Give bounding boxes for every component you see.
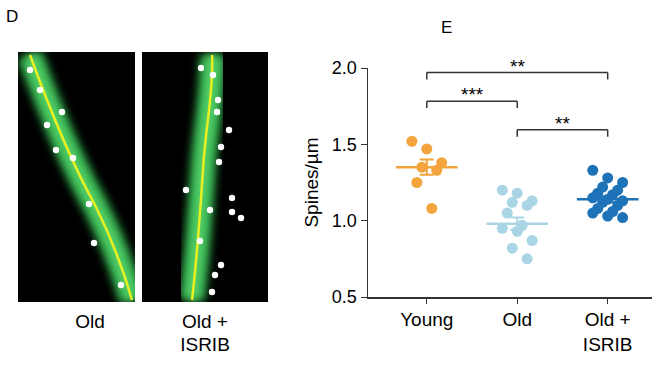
svg-text:**: ** [555,113,570,134]
svg-text:D: D [6,7,18,26]
svg-text:Old +ISRIB: Old +ISRIB [180,311,230,355]
svg-text:0.5: 0.5 [332,287,357,307]
svg-text:**: ** [510,56,525,77]
svg-text:***: *** [461,84,484,105]
svg-text:Old: Old [75,311,105,332]
svg-text:1.0: 1.0 [332,211,357,231]
svg-text:E: E [441,18,452,37]
svg-text:Young: Young [400,309,453,330]
svg-text:1.5: 1.5 [332,135,357,155]
svg-text:Old: Old [502,309,532,330]
svg-text:Spines/µm: Spines/µm [301,137,322,227]
svg-text:Old +ISRIB: Old +ISRIB [583,309,633,355]
svg-text:2.0: 2.0 [332,58,357,78]
